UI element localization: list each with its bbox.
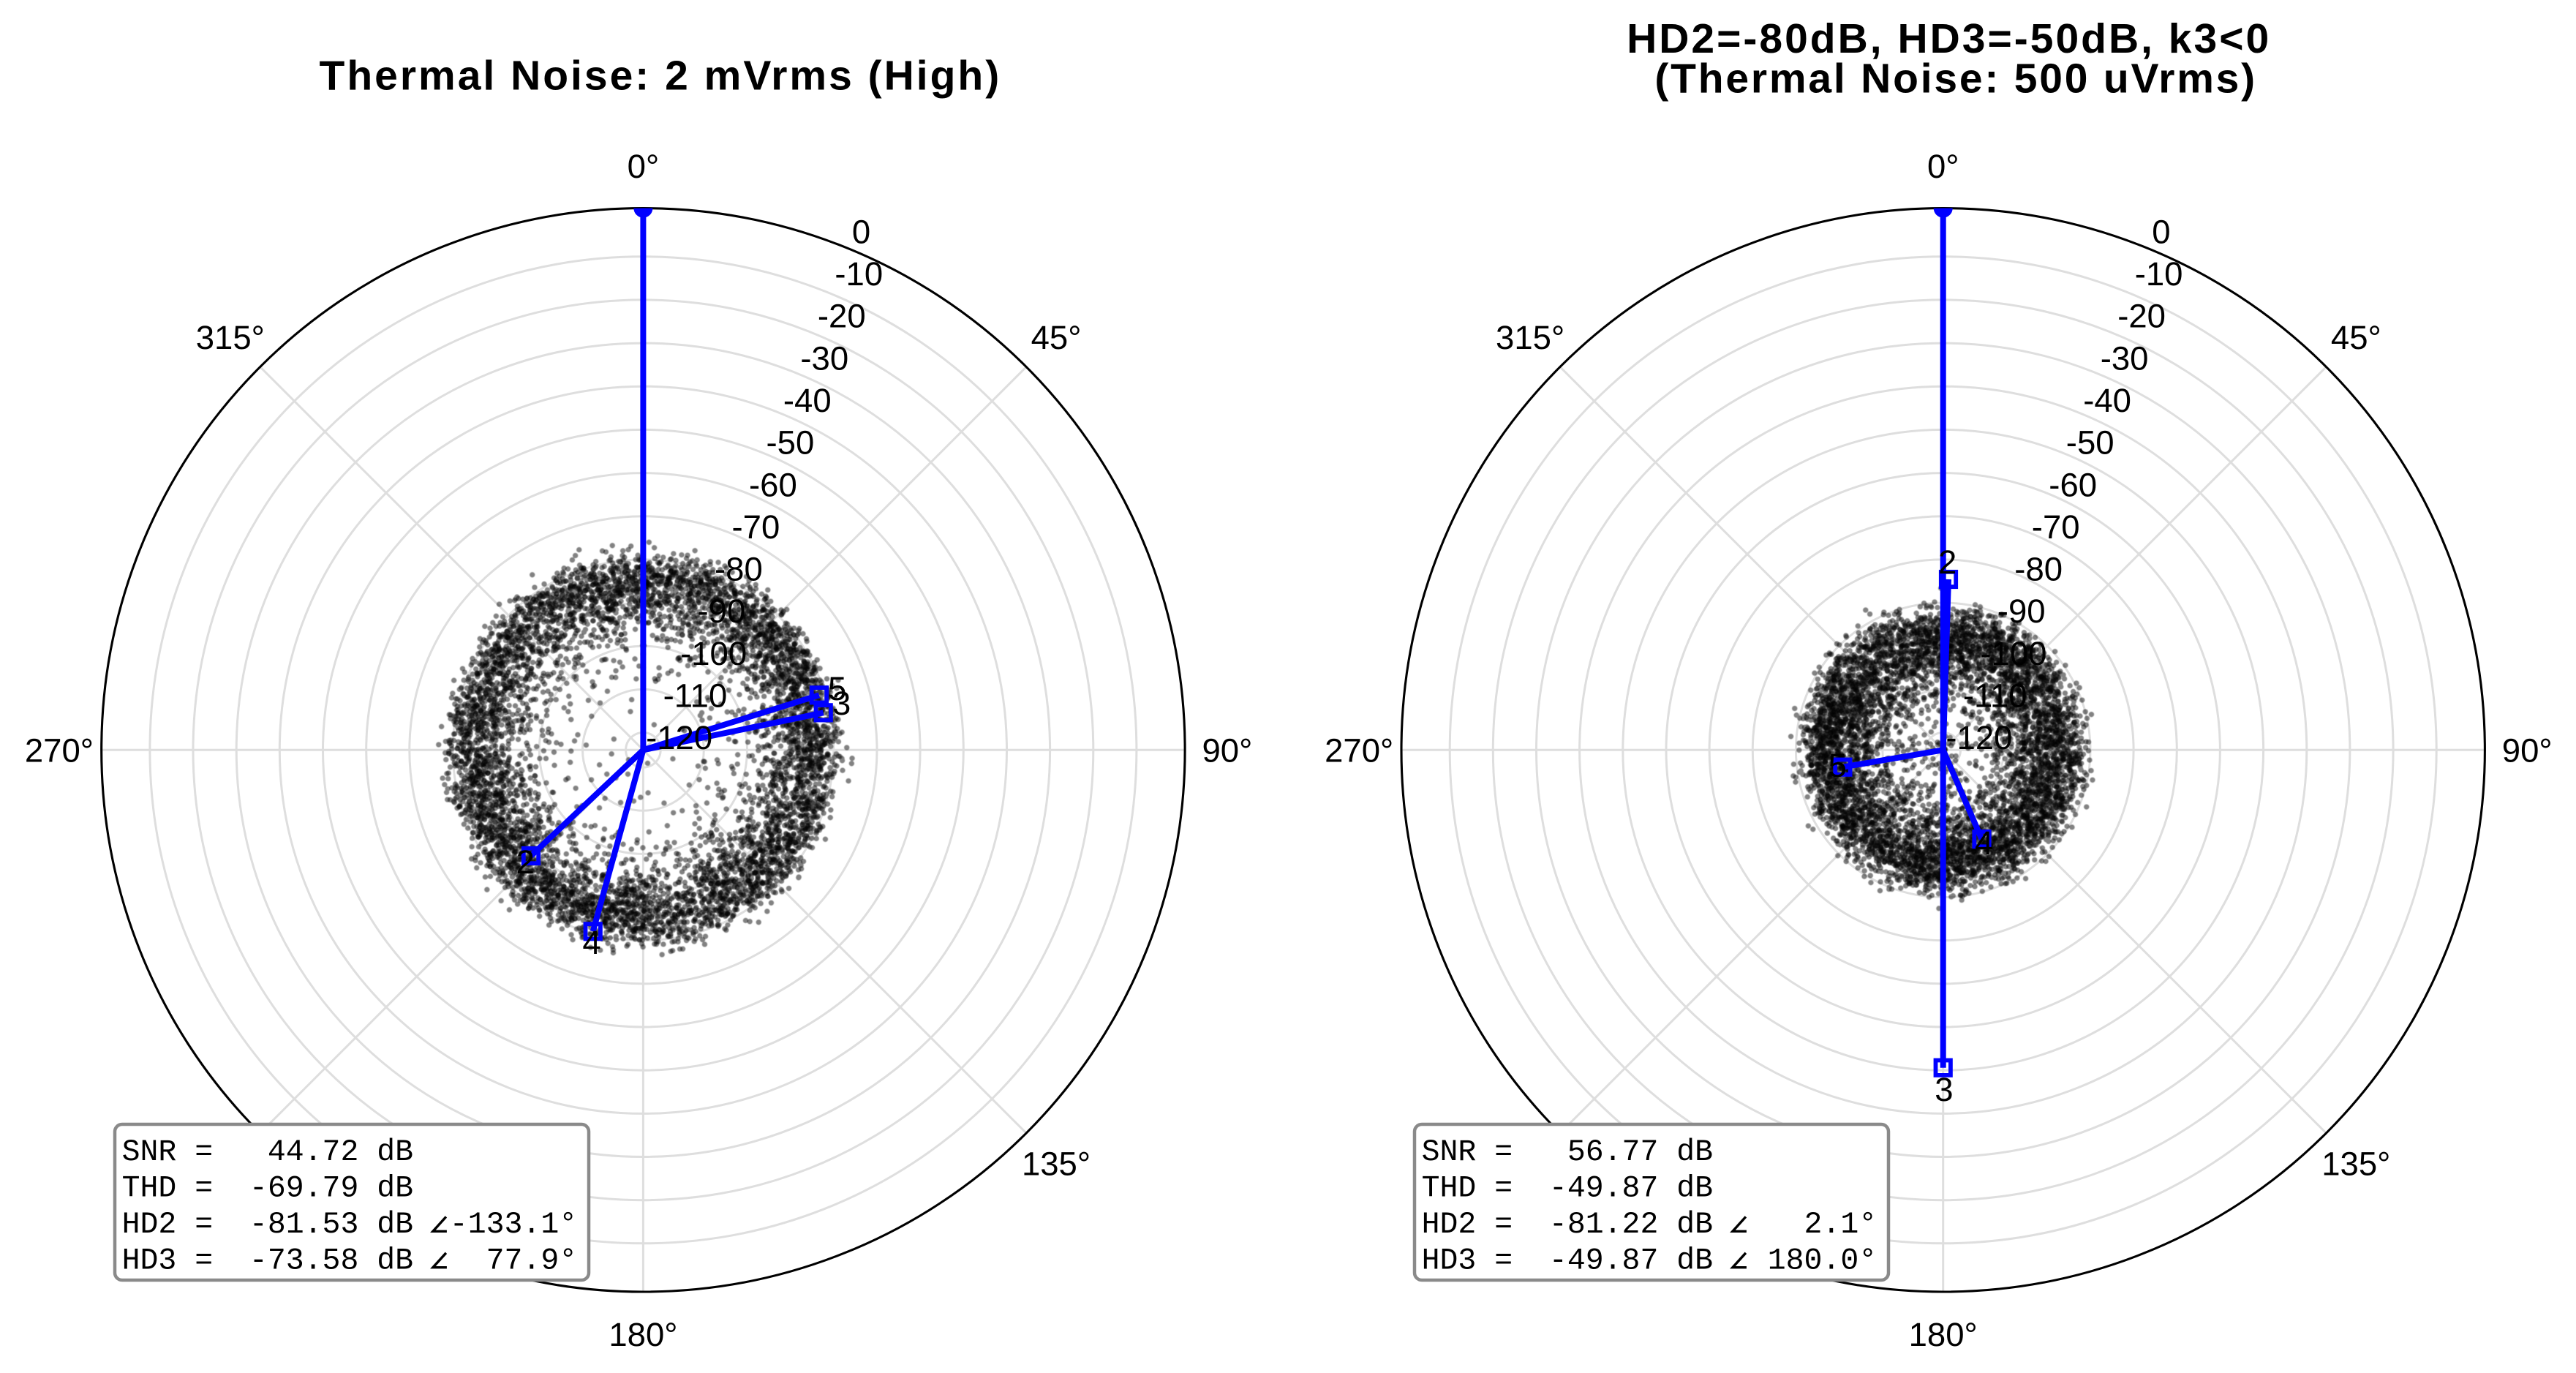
svg-text:180°: 180° (609, 1316, 677, 1353)
svg-text:-90: -90 (1997, 593, 2046, 630)
svg-text:0: 0 (852, 213, 870, 250)
svg-text:45°: 45° (2331, 319, 2381, 356)
svg-text:-10: -10 (835, 255, 883, 293)
svg-text:45°: 45° (1031, 319, 1082, 356)
svg-text:-50: -50 (767, 424, 815, 462)
svg-text:2: 2 (1938, 543, 1957, 581)
svg-text:THD = -49.87 dB: THD = -49.87 dB (1422, 1171, 1713, 1205)
svg-text:4: 4 (1975, 824, 1993, 862)
svg-text:315°: 315° (196, 319, 265, 356)
svg-text:-120: -120 (1946, 719, 2012, 756)
svg-text:0°: 0° (1927, 148, 1959, 185)
svg-text:135°: 135° (2321, 1145, 2390, 1182)
svg-text:HD2 = -81.22 dB: HD2 = -81.22 dB (1422, 1208, 1731, 1242)
svg-text:90°: 90° (2502, 732, 2553, 770)
svg-text:0°: 0° (628, 148, 660, 185)
svg-text:-50: -50 (2066, 424, 2114, 462)
svg-text:-80: -80 (2014, 551, 2063, 588)
svg-text:5: 5 (828, 670, 846, 707)
svg-text:180°: 180° (1909, 1316, 1978, 1353)
svg-text:90°: 90° (1202, 732, 1252, 770)
svg-text:270°: 270° (1325, 732, 1393, 770)
svg-text:77.9°: 77.9° (450, 1244, 577, 1278)
svg-text:3: 3 (1935, 1071, 1953, 1108)
svg-text:SNR = 44.72 dB: SNR = 44.72 dB (122, 1135, 413, 1170)
svg-text:Thermal Noise: 2 mVrms (High): Thermal Noise: 2 mVrms (High) (320, 53, 1002, 99)
svg-text:-100: -100 (680, 635, 747, 672)
svg-text:-110: -110 (1963, 677, 2027, 715)
svg-text:-70: -70 (2032, 508, 2080, 546)
svg-text:-80: -80 (715, 551, 763, 588)
svg-text:-30: -30 (800, 339, 848, 377)
svg-text:-20: -20 (2117, 298, 2166, 335)
svg-text:HD2 = -81.53 dB: HD2 = -81.53 dB (122, 1208, 432, 1242)
svg-text:135°: 135° (1022, 1145, 1091, 1182)
svg-text:HD3 = -49.87 dB: HD3 = -49.87 dB (1422, 1244, 1731, 1278)
svg-text:-60: -60 (2049, 466, 2097, 503)
svg-text:4: 4 (582, 924, 600, 961)
svg-text:-30: -30 (2101, 339, 2149, 377)
svg-text:HD3 = -73.58 dB: HD3 = -73.58 dB (122, 1244, 432, 1278)
svg-text:THD = -69.79 dB: THD = -69.79 dB (122, 1171, 413, 1205)
svg-text:-20: -20 (818, 298, 866, 335)
svg-text:-10: -10 (2135, 255, 2183, 293)
svg-text:-40: -40 (783, 382, 832, 419)
svg-text:3: 3 (832, 685, 851, 722)
svg-text:180.0°: 180.0° (1750, 1244, 1877, 1278)
svg-text:5: 5 (1829, 747, 1847, 784)
svg-text:SNR = 56.77 dB: SNR = 56.77 dB (1422, 1135, 1713, 1170)
svg-text:(Thermal Noise: 500 uVrms): (Thermal Noise: 500 uVrms) (1654, 56, 2257, 102)
svg-text:-90: -90 (698, 593, 746, 630)
svg-text:315°: 315° (1496, 319, 1564, 356)
svg-text:-100: -100 (1980, 635, 2046, 672)
svg-text:-40: -40 (2083, 382, 2131, 419)
svg-text:HD2=-80dB, HD3=-50dB, k3<0: HD2=-80dB, HD3=-50dB, k3<0 (1627, 15, 2271, 62)
svg-text:270°: 270° (25, 732, 94, 770)
svg-text:2: 2 (516, 843, 535, 881)
svg-text:-133.1°: -133.1° (450, 1208, 577, 1242)
svg-text:-120: -120 (646, 719, 712, 756)
svg-text:0: 0 (2152, 213, 2170, 250)
svg-text:-60: -60 (749, 466, 797, 503)
svg-text:-70: -70 (732, 508, 780, 546)
svg-text:2.1°: 2.1° (1750, 1208, 1877, 1242)
svg-text:-110: -110 (663, 677, 728, 715)
